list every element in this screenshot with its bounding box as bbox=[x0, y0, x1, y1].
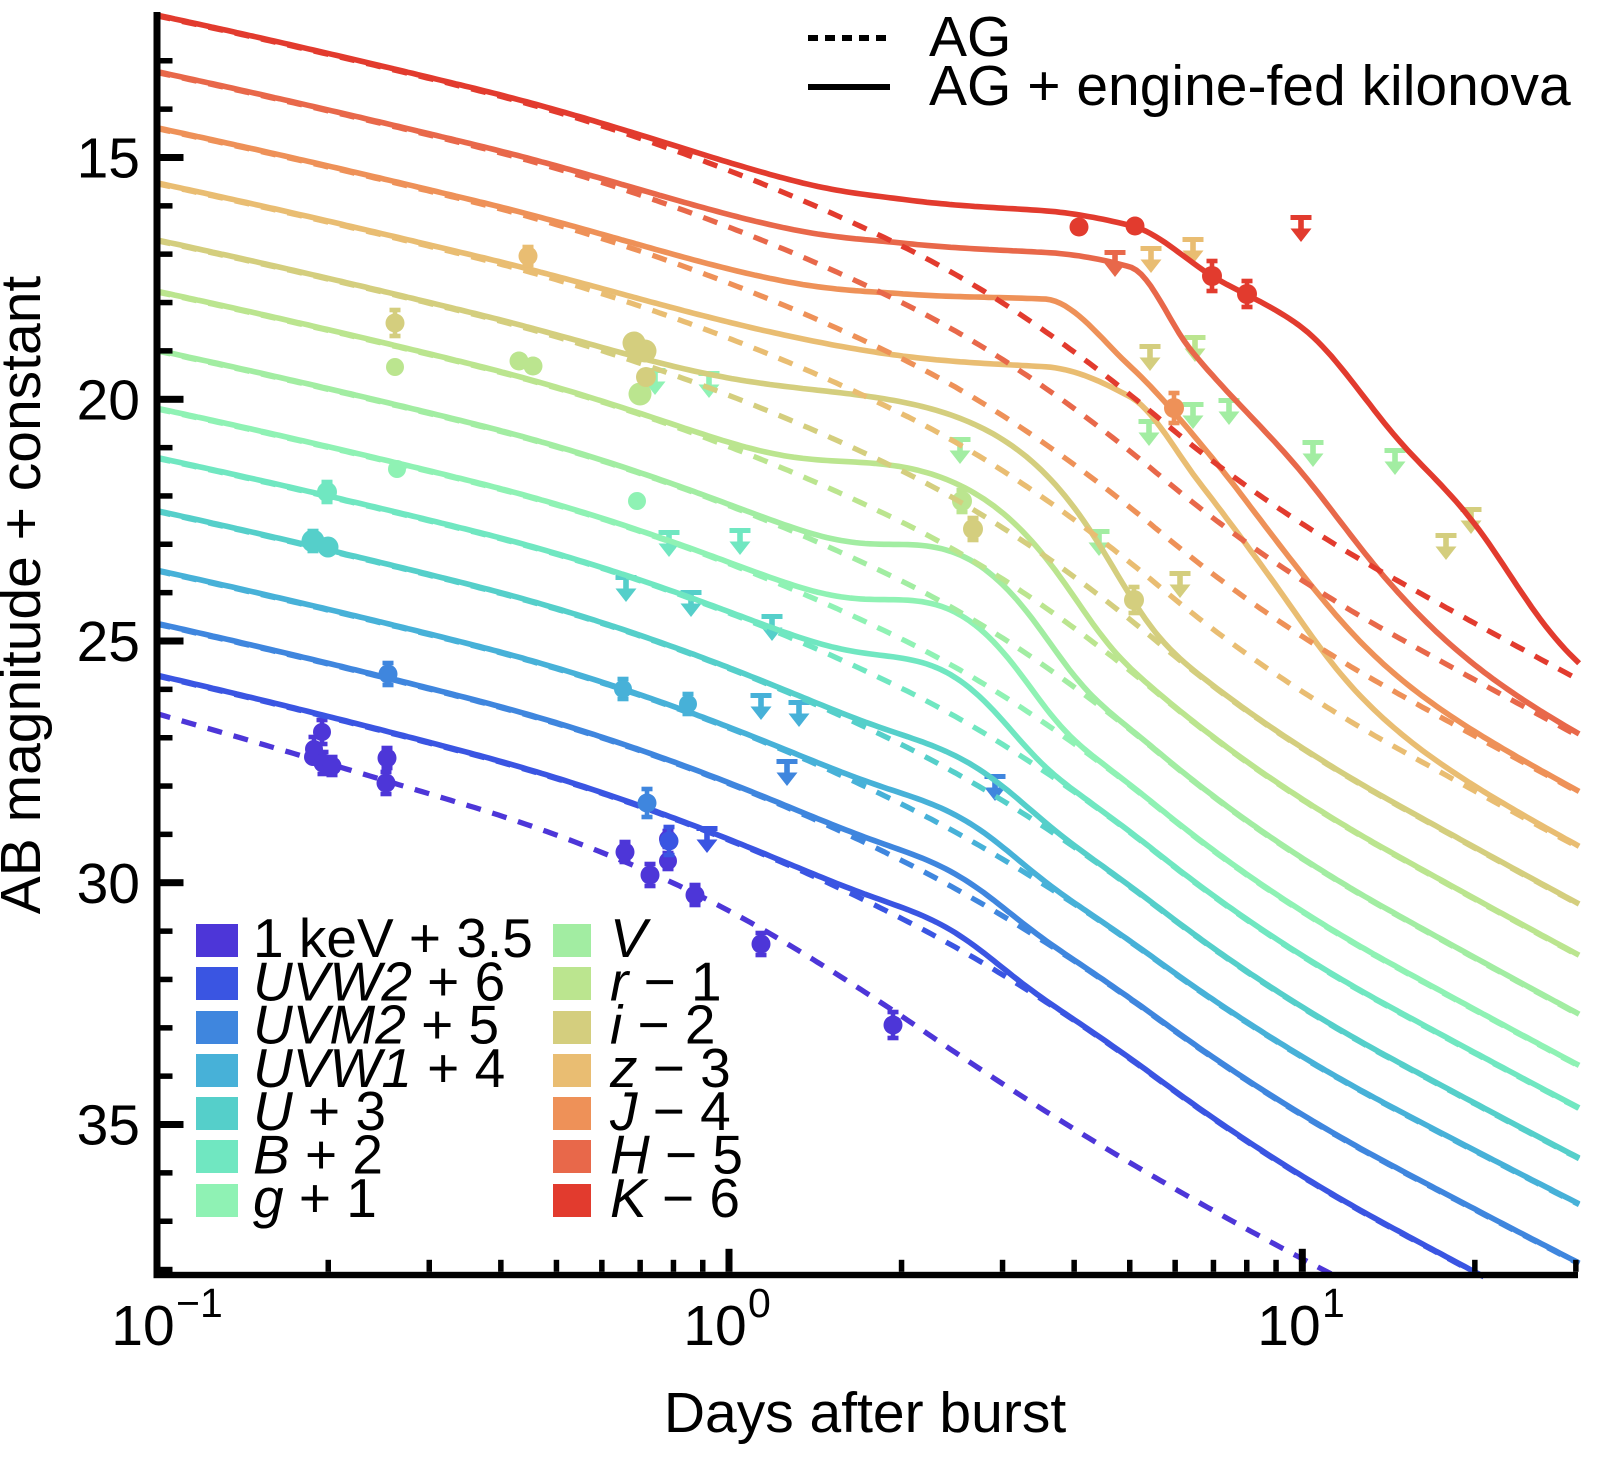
svg-text:AG: AG bbox=[929, 5, 1011, 69]
svg-text:UVM2 + 5: UVM2 + 5 bbox=[253, 994, 499, 1056]
svg-text:1 keV + 3.5: 1 keV + 3.5 bbox=[253, 907, 533, 969]
svg-text:AB magnitude + constant: AB magnitude + constant bbox=[0, 276, 53, 915]
svg-text:25: 25 bbox=[77, 610, 140, 674]
svg-text:U + 3: U + 3 bbox=[253, 1080, 386, 1142]
svg-text:V: V bbox=[610, 907, 651, 969]
svg-text:B + 2: B + 2 bbox=[253, 1124, 383, 1186]
svg-text:i − 2: i − 2 bbox=[610, 994, 716, 1056]
svg-text:1: 1 bbox=[1322, 1280, 1345, 1326]
svg-text:−1: −1 bbox=[176, 1280, 223, 1326]
svg-text:0: 0 bbox=[748, 1280, 771, 1326]
svg-text:UVW1 + 4: UVW1 + 4 bbox=[253, 1037, 505, 1099]
svg-text:10: 10 bbox=[111, 1294, 174, 1358]
svg-text:AG + engine-fed kilonova: AG + engine-fed kilonova bbox=[929, 54, 1571, 118]
svg-text:10: 10 bbox=[1257, 1294, 1320, 1358]
svg-text:UVW2 + 6: UVW2 + 6 bbox=[253, 950, 505, 1012]
svg-text:H − 5: H − 5 bbox=[610, 1124, 743, 1186]
svg-text:15: 15 bbox=[77, 127, 140, 191]
svg-text:Days after burst: Days after burst bbox=[664, 1381, 1066, 1445]
svg-text:r − 1: r − 1 bbox=[610, 950, 722, 1012]
svg-text:30: 30 bbox=[77, 852, 140, 916]
svg-text:K − 6: K − 6 bbox=[610, 1167, 740, 1229]
svg-text:20: 20 bbox=[77, 368, 140, 432]
svg-text:g + 1: g + 1 bbox=[253, 1167, 377, 1229]
svg-text:35: 35 bbox=[77, 1094, 140, 1158]
svg-text:10: 10 bbox=[683, 1294, 746, 1358]
svg-text:J − 4: J − 4 bbox=[609, 1080, 731, 1142]
svg-text:z − 3: z − 3 bbox=[609, 1037, 731, 1099]
